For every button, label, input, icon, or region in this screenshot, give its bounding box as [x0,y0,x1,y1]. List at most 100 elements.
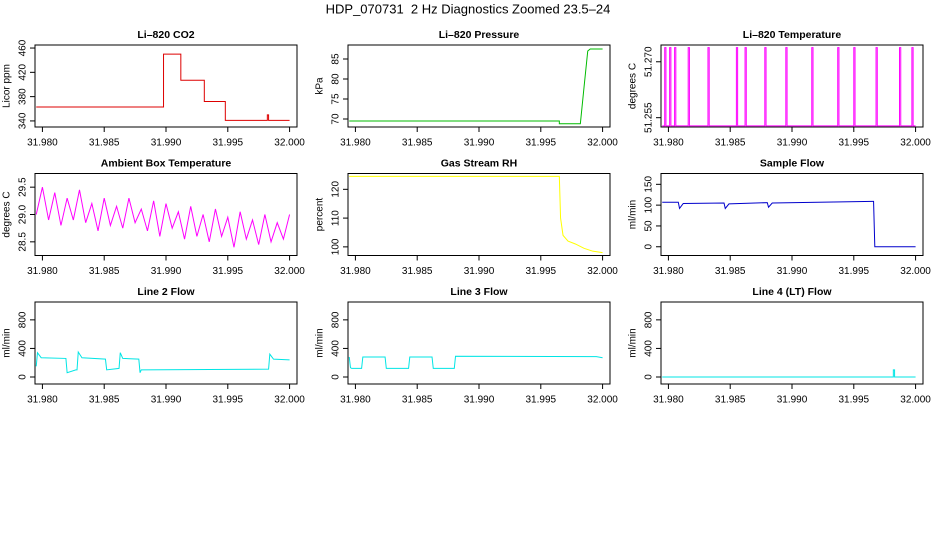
y-axis-label: Licor ppm [2,64,13,108]
x-tick-label: 31.985 [89,395,120,406]
y-tick-label: 400 [331,340,342,357]
y-tick-label: 400 [18,340,29,357]
plot-frame [347,301,611,385]
x-tick-label: 31.995 [838,395,869,406]
x-tick-label: 32.000 [900,138,931,149]
y-tick-label: 0 [331,374,342,380]
panel-title: Line 2 Flow [137,286,195,298]
data-line [35,350,290,374]
y-axis-label: ml/min [315,328,326,357]
y-tick-label: 120 [331,181,342,198]
panel-title: Li–820 Pressure [439,29,520,41]
panel-title: Line 3 Flow [450,286,508,298]
plot-frame [347,44,611,128]
y-axis-label: ml/min [2,328,13,357]
x-tick-label: 31.990 [777,266,808,277]
data-line [349,175,603,254]
y-tick-label: 150 [644,176,655,193]
x-tick-label: 31.985 [715,395,746,406]
y-axis-label: ml/min [628,328,639,357]
x-tick-label: 31.980 [340,395,371,406]
x-tick-label: 31.980 [27,266,58,277]
y-tick-label: 75 [331,93,342,105]
y-tick-label: 100 [331,238,342,255]
x-tick-label: 32.000 [900,266,931,277]
y-tick-label: 800 [331,311,342,328]
panel-title: Sample Flow [760,157,825,169]
x-tick-label: 31.990 [777,138,808,149]
panel-title: Ambient Box Temperature [101,157,232,169]
data-line [348,355,603,369]
x-tick-label: 31.995 [525,395,556,406]
y-tick-label: 800 [644,311,655,328]
y-tick-label: 400 [644,340,655,357]
x-tick-label: 31.980 [653,266,684,277]
y-tick-label: 340 [18,112,29,129]
panel-title: Li–820 CO2 [137,29,194,41]
y-axis-label: percent [315,198,326,232]
x-tick-label: 31.990 [464,266,495,277]
page-title: HDP_070731 2 Hz Diagnostics Zoomed 23.5–… [326,1,611,16]
x-tick-label: 31.985 [402,266,433,277]
y-tick-label: 50 [644,220,655,232]
x-tick-label: 32.000 [274,395,305,406]
panel-title: Li–820 Temperature [743,29,842,41]
y-tick-label: 70 [331,113,342,125]
x-tick-label: 32.000 [587,395,618,406]
y-tick-label: 420 [18,64,29,81]
plot-frame [34,44,298,128]
data-line [35,187,291,248]
y-tick-label: 51.270 [644,46,655,77]
x-tick-label: 31.995 [838,138,869,149]
x-tick-label: 32.000 [274,138,305,149]
y-axis-label: degrees C [2,191,13,237]
y-tick-label: 51.255 [644,102,655,133]
x-tick-label: 31.995 [212,395,243,406]
x-tick-label: 31.995 [525,266,556,277]
data-line [36,53,290,121]
x-tick-label: 31.995 [525,138,556,149]
x-tick-label: 31.985 [715,138,746,149]
y-tick-label: 0 [644,244,655,250]
data-line [662,369,916,378]
y-axis-label: degrees C [628,63,639,109]
x-tick-label: 31.985 [89,266,120,277]
plot-frame [347,173,611,256]
y-tick-label: 29.0 [18,204,29,224]
x-tick-label: 32.000 [587,138,618,149]
panel-title: Gas Stream RH [441,157,517,169]
x-tick-label: 31.990 [151,395,182,406]
x-tick-label: 31.995 [838,266,869,277]
y-tick-label: 0 [18,374,29,380]
panel-title: Line 4 (LT) Flow [752,286,832,298]
data-line [662,200,916,248]
y-axis-label: ml/min [628,200,639,229]
y-tick-label: 380 [18,88,29,105]
y-tick-label: 800 [18,311,29,328]
x-tick-label: 32.000 [274,266,305,277]
data-line [349,48,603,125]
plot-frame [660,44,924,128]
y-tick-label: 0 [644,374,655,380]
x-tick-label: 31.985 [402,395,433,406]
y-tick-label: 460 [18,39,29,56]
x-tick-label: 31.980 [340,266,371,277]
y-tick-label: 110 [331,210,342,226]
x-tick-label: 31.990 [151,138,182,149]
x-tick-label: 31.990 [464,138,495,149]
y-tick-label: 100 [644,196,655,213]
x-tick-label: 31.980 [27,395,58,406]
y-tick-label: 80 [331,73,342,85]
plot-frame [660,173,924,256]
x-tick-label: 31.990 [777,395,808,406]
x-tick-label: 31.985 [715,266,746,277]
y-axis-label: kPa [315,77,326,95]
x-tick-label: 32.000 [587,266,618,277]
y-tick-label: 29.5 [18,177,29,197]
plot-frame [34,301,298,385]
x-tick-label: 31.995 [212,138,243,149]
plot-frame [660,301,924,385]
x-tick-label: 32.000 [900,395,931,406]
y-tick-label: 85 [331,53,342,65]
